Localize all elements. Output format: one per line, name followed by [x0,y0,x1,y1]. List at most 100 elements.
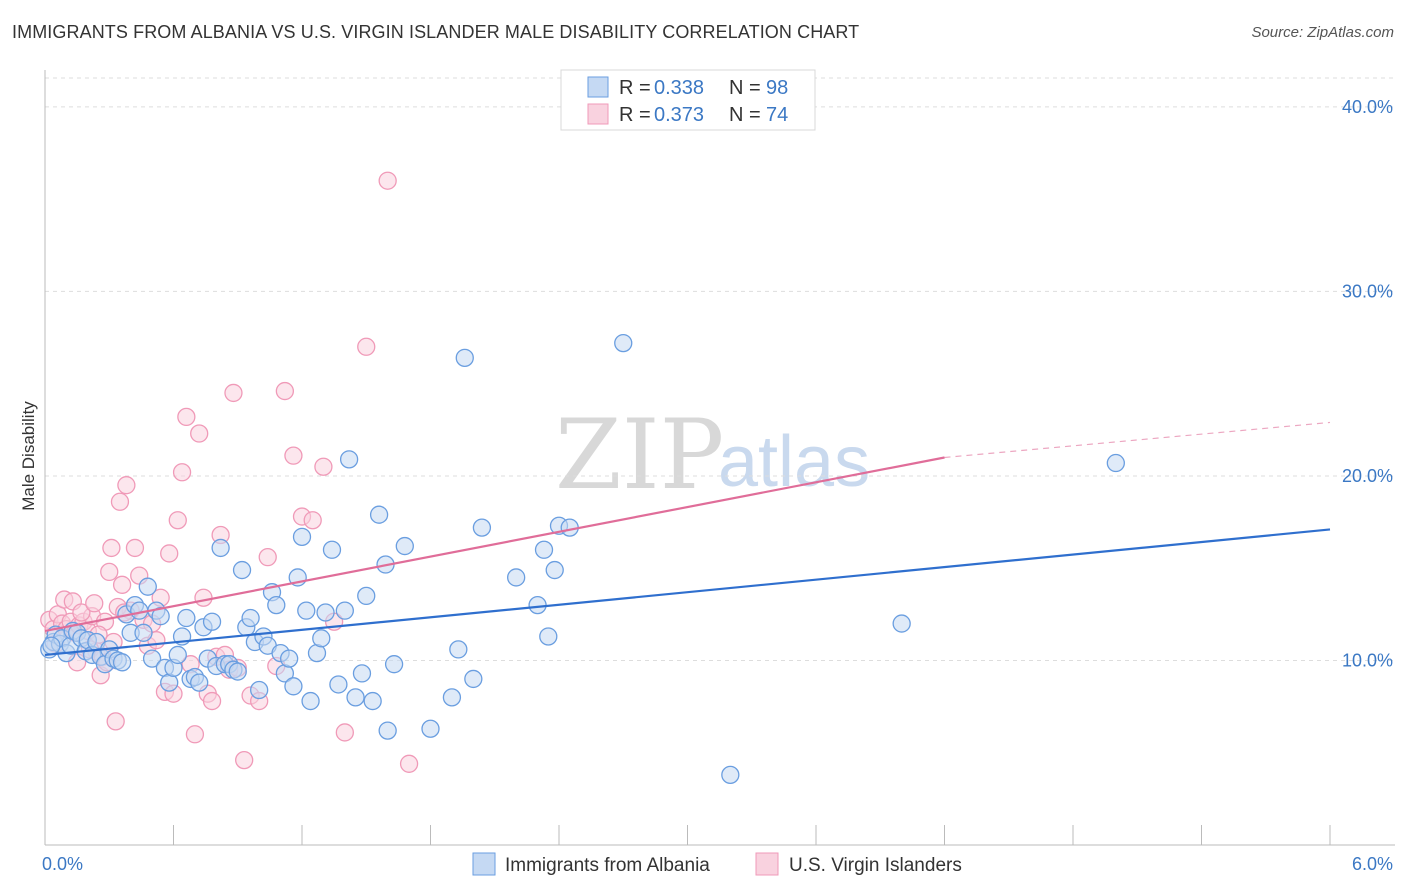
data-point [339,450,359,469]
data-point [160,544,179,563]
data-point [545,560,564,580]
data-point [194,588,213,607]
data-point [335,601,354,620]
data-point [190,673,209,692]
axes [44,70,1395,846]
legend-n-label-albania: N = [729,77,761,99]
y-tick-labels: 10.0% 20.0% 30.0% 40.0% [1342,97,1393,671]
data-point [279,649,299,668]
series-immigrants-from-albania [40,333,1125,785]
data-point [472,518,492,537]
legend-r-value-albania: 0.338 [654,77,704,99]
y-tick-label: 30.0% [1342,281,1393,301]
data-point [211,538,230,558]
top-legend: R = 0.338 N = 98 R = 0.373 N = 74 [560,69,816,131]
data-point [292,527,312,546]
data-point [369,505,389,524]
legend-n-value-virgin-islanders: 74 [766,104,788,126]
x-tick-label: 6.0% [1352,854,1393,874]
data-point [85,594,104,613]
data-point [284,446,303,465]
data-point [102,538,121,558]
legend-swatch-albania [587,76,609,98]
data-point [322,540,342,559]
data-point [110,492,130,511]
data-point [235,750,254,770]
legend-r-label-albania: R = [619,77,651,99]
data-point [314,457,333,476]
chart-source: Source: ZipAtlas.com [1251,24,1394,41]
data-point [100,562,119,582]
data-point [168,511,187,530]
watermark: ZIP atlas [555,399,870,511]
data-point [112,653,132,672]
bottom-legend-swatch-virgin-islanders [755,852,779,876]
trend-line [44,528,1331,657]
data-point [721,765,740,785]
data-point [507,568,526,587]
data-point [185,725,205,744]
data-point [395,536,414,556]
data-point [106,712,125,731]
trend-line [44,456,945,633]
y-tick-label: 10.0% [1342,650,1393,670]
y-tick-label: 40.0% [1342,97,1393,117]
data-point [346,688,365,707]
data-point [190,424,209,443]
data-point [449,640,468,659]
data-point [312,629,331,648]
data-point [297,601,316,620]
data-point [224,383,243,403]
x-tick-label: 0.0% [42,854,83,874]
data-point [168,645,187,665]
data-point [363,691,382,711]
data-point [614,333,633,353]
data-point [329,675,348,694]
watermark-zip: ZIP [555,399,724,511]
data-point [275,381,295,401]
data-point [352,664,372,683]
bottom-legend-swatch-albania [472,852,496,876]
data-point [172,463,192,482]
y-tick-label: 20.0% [1342,466,1393,486]
legend-r-label-virgin-islanders: R = [619,104,651,126]
data-point [384,655,404,674]
data-point [117,476,136,495]
data-point [301,691,320,711]
data-point [316,603,335,622]
legend-n-label-virgin-islanders: N = [729,104,761,126]
data-point [528,595,547,615]
data-point [892,614,911,633]
data-point [125,538,145,558]
data-point [357,586,376,606]
data-point [284,677,303,696]
data-points [40,171,1125,785]
data-point [442,688,462,707]
data-point [303,511,322,530]
data-point [142,649,162,668]
data-point [177,608,196,628]
bottom-legend-label-virgin-islanders: U.S. Virgin Islanders [789,855,962,876]
data-point [177,407,196,427]
data-point [399,754,419,773]
data-point [202,612,222,631]
y-axis-label: Male Disability [19,401,38,511]
data-point [1106,453,1125,473]
legend-r-value-virgin-islanders: 0.373 [654,104,704,126]
data-point [72,603,91,622]
data-point [138,577,157,596]
chart-title: IMMIGRANTS FROM ALBANIA VS U.S. VIRGIN I… [12,22,860,42]
data-point [258,547,277,567]
data-point [202,691,222,711]
data-point [250,680,269,700]
data-point [42,636,61,655]
data-point [534,540,554,559]
data-point [455,348,474,368]
data-point [228,662,247,681]
data-point [357,337,376,356]
bottom-legend: Immigrants from Albania U.S. Virgin Isla… [472,852,962,876]
data-point [267,595,286,615]
data-point [241,608,260,628]
data-point [378,171,397,190]
